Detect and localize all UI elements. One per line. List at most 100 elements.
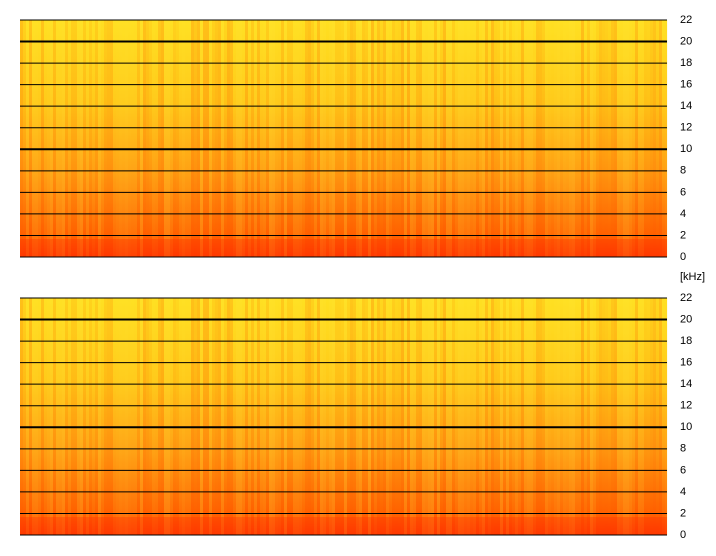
spectrogram-texture	[662, 20, 665, 257]
spectrogram-texture	[143, 20, 146, 257]
spectrogram-texture	[167, 20, 170, 257]
spectrogram-texture	[38, 298, 41, 535]
spectrogram-texture	[635, 298, 638, 535]
spectrogram-texture	[452, 298, 455, 535]
spectrogram-texture	[305, 20, 308, 257]
spectrogram-texture	[308, 20, 311, 257]
spectrogram-texture	[626, 298, 629, 535]
spectrogram-texture	[62, 298, 65, 535]
spectrogram-texture	[263, 20, 266, 257]
spectrogram-texture	[551, 298, 554, 535]
y-tick-label: 20	[680, 35, 692, 47]
spectrogram-texture	[545, 20, 548, 257]
spectrogram-texture	[434, 298, 437, 535]
spectrogram-texture	[383, 298, 386, 535]
spectrogram-texture	[245, 20, 248, 257]
spectrogram-texture	[221, 298, 224, 535]
spectrogram-texture	[26, 298, 29, 535]
spectrogram-texture	[110, 298, 113, 535]
spectrogram-texture	[26, 20, 29, 257]
spectrogram-texture	[293, 20, 296, 257]
spectrogram-texture	[350, 298, 353, 535]
spectrogram-texture	[182, 298, 185, 535]
spectrogram-texture	[665, 298, 668, 535]
spectrogram-texture	[353, 20, 356, 257]
spectrogram-texture	[509, 20, 512, 257]
y-tick-label: 2	[680, 507, 686, 519]
spectrogram-texture	[467, 20, 470, 257]
spectrogram-texture	[515, 298, 518, 535]
spectrogram-texture	[449, 298, 452, 535]
spectrogram-texture	[233, 298, 236, 535]
spectrogram-texture	[530, 298, 533, 535]
spectrogram-texture	[149, 20, 152, 257]
spectrogram-texture	[41, 20, 44, 257]
spectrogram-texture	[452, 20, 455, 257]
spectrogram-texture	[590, 20, 593, 257]
spectrogram-texture	[320, 20, 323, 257]
spectrogram-texture	[23, 298, 26, 535]
spectrogram-texture	[359, 20, 362, 257]
spectrogram-low-band	[20, 239, 667, 257]
spectrogram-texture	[347, 20, 350, 257]
spectrogram-texture	[425, 20, 428, 257]
spectrogram-texture	[374, 20, 377, 257]
spectrogram-texture	[548, 298, 551, 535]
spectrogram-texture	[158, 20, 161, 257]
y-tick-label: 18	[680, 57, 692, 69]
spectrogram-texture	[482, 20, 485, 257]
spectrogram-texture	[359, 298, 362, 535]
spectrogram-texture	[47, 20, 50, 257]
spectrogram-texture	[449, 20, 452, 257]
spectrogram-texture	[518, 20, 521, 257]
spectrogram-texture	[581, 298, 584, 535]
spectrogram-texture	[161, 20, 164, 257]
spectrogram-texture	[287, 20, 290, 257]
spectrogram-texture	[242, 298, 245, 535]
spectrogram-texture	[290, 20, 293, 257]
spectrogram-texture	[647, 298, 650, 535]
spectrogram-texture	[362, 20, 365, 257]
spectrogram-texture	[185, 298, 188, 535]
spectrogram-texture	[50, 20, 53, 257]
spectrogram-texture	[143, 298, 146, 535]
spectrogram-texture	[314, 20, 317, 257]
spectrogram-texture	[599, 20, 602, 257]
spectrogram-texture	[245, 298, 248, 535]
spectrogram-texture	[89, 20, 92, 257]
spectrogram-texture	[176, 298, 179, 535]
y-tick-label: 4	[680, 208, 686, 220]
spectrogram-texture	[281, 298, 284, 535]
spectrogram-texture	[86, 298, 89, 535]
spectrogram-texture	[527, 298, 530, 535]
spectrogram-texture	[254, 298, 257, 535]
spectrogram-texture	[605, 298, 608, 535]
spectrogram-texture	[308, 298, 311, 535]
spectrogram-texture	[368, 298, 371, 535]
spectrogram-texture	[383, 20, 386, 257]
spectrogram-texture	[242, 20, 245, 257]
spectrogram-texture	[53, 298, 56, 535]
spectrogram-texture	[77, 20, 80, 257]
spectrogram-texture	[158, 298, 161, 535]
spectrogram-texture	[209, 298, 212, 535]
spectrogram-texture	[212, 20, 215, 257]
spectrogram-texture	[257, 20, 260, 257]
spectrogram-texture	[521, 298, 524, 535]
spectrogram-texture	[224, 20, 227, 257]
spectrogram-texture	[491, 298, 494, 535]
spectrogram-texture	[632, 298, 635, 535]
spectrogram-texture	[320, 298, 323, 535]
spectrogram-texture	[125, 20, 128, 257]
spectrogram-texture	[620, 20, 623, 257]
spectrogram-texture	[653, 298, 656, 535]
spectrogram-texture	[170, 20, 173, 257]
spectrogram-texture	[134, 20, 137, 257]
spectrogram-texture	[326, 20, 329, 257]
spectrogram-texture	[401, 20, 404, 257]
spectrogram-texture	[422, 298, 425, 535]
spectrogram-texture	[239, 298, 242, 535]
spectrogram-texture	[503, 298, 506, 535]
spectrogram-texture	[323, 298, 326, 535]
